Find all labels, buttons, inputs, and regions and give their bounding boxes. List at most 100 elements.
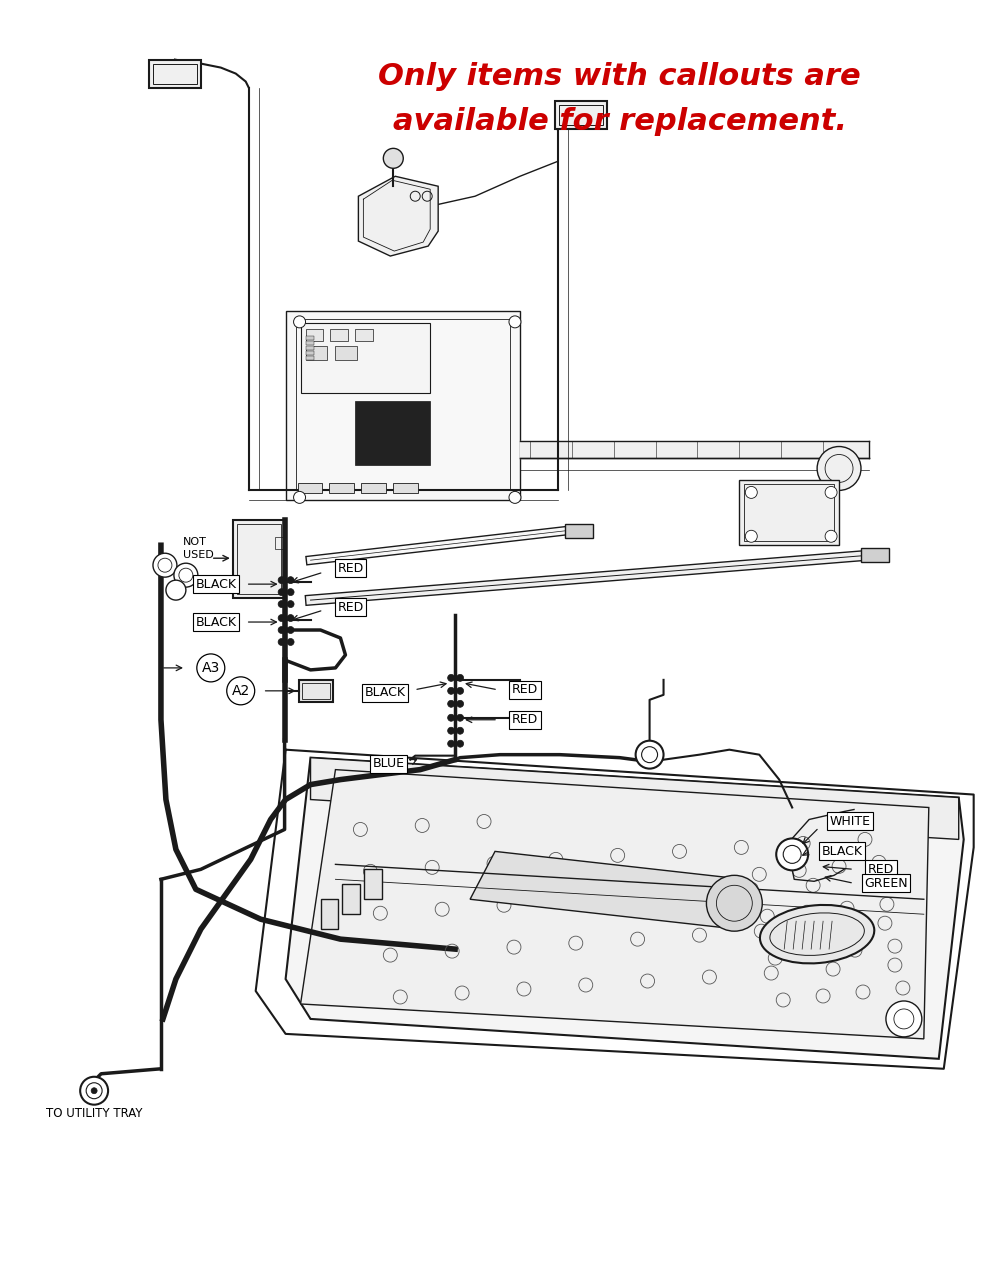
Circle shape bbox=[745, 531, 757, 542]
Polygon shape bbox=[470, 851, 744, 927]
Bar bbox=[275, 537, 283, 549]
Circle shape bbox=[509, 492, 521, 503]
Bar bbox=[320, 900, 338, 929]
Circle shape bbox=[886, 1001, 922, 1036]
Circle shape bbox=[457, 688, 464, 694]
Circle shape bbox=[706, 875, 762, 931]
Circle shape bbox=[278, 576, 285, 584]
Circle shape bbox=[287, 626, 294, 634]
Text: A2: A2 bbox=[232, 684, 250, 698]
Bar bbox=[233, 521, 285, 598]
Circle shape bbox=[278, 626, 285, 634]
Circle shape bbox=[287, 601, 294, 608]
Bar bbox=[559, 105, 603, 125]
Text: RED: RED bbox=[512, 683, 538, 697]
Bar bbox=[237, 525, 281, 594]
Bar bbox=[355, 329, 373, 341]
Circle shape bbox=[817, 446, 861, 490]
Text: BLACK: BLACK bbox=[195, 578, 236, 590]
Bar bbox=[306, 329, 323, 341]
Bar bbox=[364, 869, 382, 900]
Circle shape bbox=[287, 589, 294, 595]
Text: BLUE: BLUE bbox=[372, 758, 404, 770]
Circle shape bbox=[457, 701, 464, 707]
Circle shape bbox=[278, 589, 285, 595]
Bar bbox=[555, 101, 607, 129]
Bar bbox=[299, 680, 333, 702]
Circle shape bbox=[457, 740, 464, 748]
Bar bbox=[739, 480, 839, 545]
Bar bbox=[565, 525, 593, 538]
Bar bbox=[744, 484, 834, 541]
Bar bbox=[355, 400, 430, 465]
Bar bbox=[861, 549, 889, 563]
Bar bbox=[298, 484, 322, 493]
Bar bbox=[393, 484, 418, 493]
Text: TO UTILITY TRAY: TO UTILITY TRAY bbox=[46, 1107, 142, 1120]
Text: A3: A3 bbox=[202, 661, 220, 675]
Circle shape bbox=[294, 315, 306, 328]
Circle shape bbox=[174, 564, 198, 587]
Circle shape bbox=[509, 315, 521, 328]
Circle shape bbox=[448, 688, 455, 694]
Circle shape bbox=[91, 1088, 97, 1093]
Polygon shape bbox=[358, 176, 438, 256]
Circle shape bbox=[776, 839, 808, 870]
Bar bbox=[302, 683, 330, 699]
Text: RED: RED bbox=[868, 863, 894, 875]
Ellipse shape bbox=[760, 905, 874, 963]
Text: GREEN: GREEN bbox=[864, 877, 908, 889]
Circle shape bbox=[448, 740, 455, 748]
Circle shape bbox=[80, 1077, 108, 1105]
Bar bbox=[342, 884, 360, 915]
Circle shape bbox=[287, 614, 294, 622]
Bar bbox=[296, 319, 510, 490]
Polygon shape bbox=[301, 769, 929, 1039]
Bar bbox=[306, 346, 314, 350]
Circle shape bbox=[278, 614, 285, 622]
Circle shape bbox=[287, 639, 294, 645]
Circle shape bbox=[636, 741, 664, 769]
Bar bbox=[149, 60, 201, 87]
Circle shape bbox=[457, 727, 464, 734]
Bar bbox=[306, 351, 314, 355]
Bar bbox=[329, 484, 354, 493]
Bar bbox=[306, 341, 314, 345]
Text: NOT
USED: NOT USED bbox=[183, 537, 214, 560]
Circle shape bbox=[448, 701, 455, 707]
Text: RED: RED bbox=[337, 561, 364, 575]
Polygon shape bbox=[311, 758, 959, 840]
Bar bbox=[153, 63, 197, 84]
Text: BLACK: BLACK bbox=[822, 845, 863, 858]
Text: BLACK: BLACK bbox=[195, 616, 236, 628]
Circle shape bbox=[294, 492, 306, 503]
Circle shape bbox=[278, 639, 285, 645]
Circle shape bbox=[278, 601, 285, 608]
Text: available for replacement.: available for replacement. bbox=[393, 106, 847, 136]
Bar bbox=[335, 346, 357, 360]
Circle shape bbox=[448, 715, 455, 721]
Bar bbox=[361, 484, 386, 493]
Circle shape bbox=[457, 715, 464, 721]
Circle shape bbox=[825, 487, 837, 498]
Bar bbox=[306, 336, 314, 340]
Text: WHITE: WHITE bbox=[830, 815, 871, 827]
Text: RED: RED bbox=[337, 601, 364, 613]
Circle shape bbox=[745, 487, 757, 498]
Polygon shape bbox=[286, 758, 964, 1059]
Text: Only items with callouts are: Only items with callouts are bbox=[378, 62, 861, 91]
Circle shape bbox=[153, 554, 177, 578]
Circle shape bbox=[166, 580, 186, 601]
Bar bbox=[306, 356, 314, 360]
Bar bbox=[286, 310, 520, 500]
Bar bbox=[306, 346, 327, 360]
Text: BLACK: BLACK bbox=[365, 687, 406, 699]
Circle shape bbox=[825, 531, 837, 542]
Bar bbox=[301, 323, 430, 393]
Circle shape bbox=[383, 148, 403, 169]
Bar bbox=[330, 329, 348, 341]
Circle shape bbox=[448, 674, 455, 682]
Circle shape bbox=[448, 727, 455, 734]
Text: RED: RED bbox=[512, 713, 538, 726]
Circle shape bbox=[287, 576, 294, 584]
